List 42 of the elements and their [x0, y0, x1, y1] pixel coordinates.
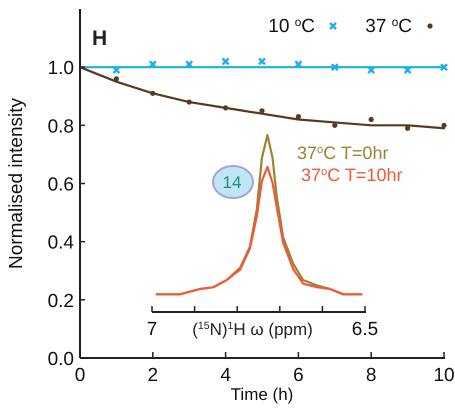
y-tick-label: 0.8	[48, 116, 74, 138]
y-tick-label: 0.6	[48, 174, 74, 196]
point	[259, 108, 265, 114]
x-tick-label: 4	[220, 365, 232, 386]
x-tick-label: 2	[148, 365, 158, 386]
point	[258, 57, 266, 66]
point	[186, 99, 192, 105]
point	[405, 126, 410, 131]
x-axis-title: Time (h)	[230, 385, 294, 404]
point	[367, 66, 376, 74]
y-tick-label: 0.4	[48, 232, 74, 254]
point	[112, 66, 121, 74]
y-tick-label: 1.0	[48, 58, 74, 80]
point	[221, 57, 230, 66]
y-tick-label: 0.2	[48, 290, 74, 312]
x-tick-label: 6.5	[352, 319, 378, 340]
series-label: 37$^{o}$C T=0hr	[297, 143, 388, 163]
y-axis-title: Normalised intensity	[6, 97, 27, 270]
point	[403, 66, 412, 74]
x-axis-title: ($^{15}$N)$^{1}$H ω (ppm)	[192, 320, 313, 339]
point	[114, 76, 119, 82]
annotation: 14	[222, 173, 242, 192]
x-tick-label: 7	[146, 319, 158, 340]
x-tick-label: 0	[74, 365, 86, 386]
point	[185, 60, 194, 68]
legend-label: 37 $^{o}$C	[365, 16, 412, 37]
legend-label: 10 $^{o}$C	[268, 16, 315, 37]
point	[368, 116, 374, 122]
point	[330, 62, 339, 72]
point	[223, 105, 228, 110]
annotation: H	[92, 27, 108, 50]
point	[294, 60, 303, 68]
x-tick-label: 6	[293, 365, 304, 386]
y-tick-label: 0.0	[48, 349, 74, 370]
x-tick-label: 10	[433, 365, 455, 386]
line-series	[78, 66, 446, 130]
point	[332, 122, 338, 128]
point	[148, 60, 157, 68]
x-tick-label: 8	[366, 365, 376, 386]
series-label: 37$^{o}$C T=10hr	[301, 165, 402, 185]
point	[150, 90, 156, 96]
point	[441, 122, 447, 128]
